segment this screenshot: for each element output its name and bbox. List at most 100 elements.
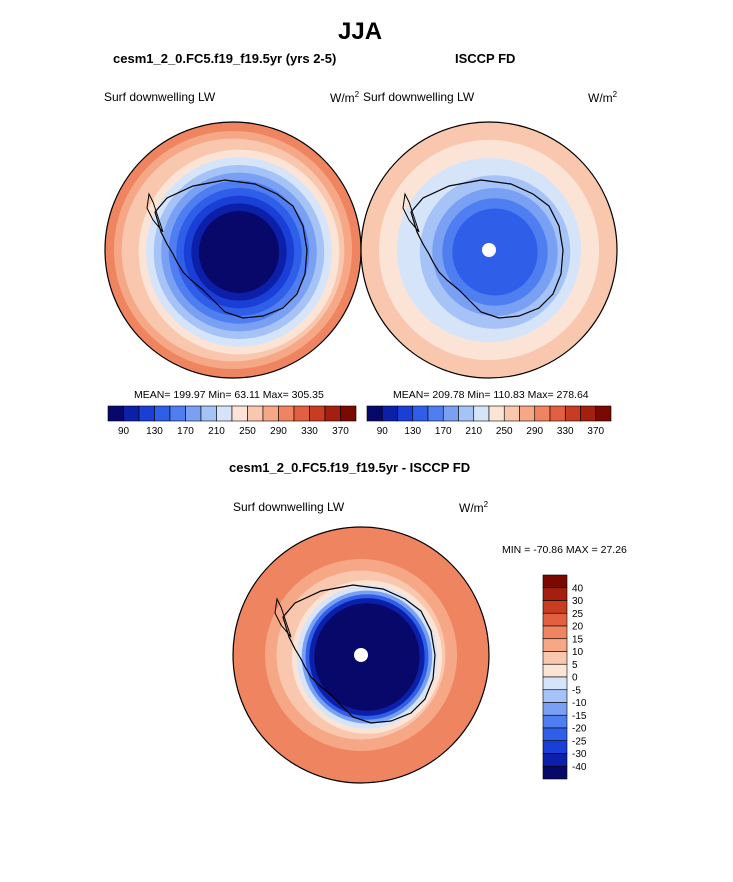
obs-map-border	[360, 121, 618, 379]
diff-colorbar-tick-label: 5	[572, 660, 578, 671]
diff-colorbar-box	[542, 765, 568, 780]
obs-colorbar-box	[534, 405, 551, 422]
obs-colorbar-box	[442, 405, 459, 422]
obs-colorbar-tick-label: 290	[526, 426, 543, 437]
diff-colorbar-box	[542, 651, 568, 665]
diff-colorbar-box	[542, 727, 568, 742]
obs-colorbar-box	[519, 405, 536, 422]
obs-colorbar-box	[580, 405, 597, 422]
diff-colorbar-tick-label: -25	[572, 736, 587, 747]
diff-colorbar-box	[542, 753, 568, 767]
model-colorbar-box	[216, 405, 233, 422]
model-colorbar-tick-label: 250	[239, 426, 256, 437]
diff-colorbar-box	[542, 574, 568, 589]
model-colorbar-tick-label: 370	[332, 426, 349, 437]
obs-colorbar-box	[397, 405, 414, 422]
obs-colorbar-box	[549, 405, 566, 422]
page-title: JJA	[338, 18, 383, 45]
model-colorbar-tick-label: 290	[270, 426, 287, 437]
model-colorbar-box	[340, 405, 357, 422]
obs-antarctica-outline	[410, 179, 564, 319]
model-colorbar-box	[169, 405, 186, 422]
obs-colorbar-box	[473, 405, 490, 422]
diff-colorbar-tick-label: -5	[572, 685, 581, 696]
diff-colorbar-tick-label: 30	[572, 596, 584, 607]
obs-colorbar-box	[366, 405, 383, 422]
diff-colorbar-tick-label: -10	[572, 698, 587, 709]
diff-map	[232, 526, 490, 784]
model-colorbar-tick-label: 130	[146, 426, 163, 437]
diff-antarctica-outline	[282, 584, 436, 724]
model-colorbar-box	[262, 405, 279, 422]
diff-colorbar-box	[542, 663, 568, 678]
model-colorbar-box	[278, 405, 295, 422]
obs-colorbar-box	[381, 405, 398, 422]
diff-map-border	[232, 526, 490, 784]
diff-colorbar-box	[542, 600, 568, 614]
model-colorbar-box	[107, 405, 124, 422]
diff-colorbar-box	[542, 638, 568, 652]
model-units-label: W/m2	[330, 90, 360, 105]
model-colorbar-box	[309, 405, 326, 422]
obs-stats: MEAN= 209.78 Min= 110.83 Max= 278.64	[393, 389, 589, 401]
diff-colorbar-tick-label: -30	[572, 749, 587, 760]
obs-pole-marker	[482, 243, 496, 257]
diff-colorbar-tick-label: -40	[572, 762, 587, 773]
model-colorbar-tick-label: 210	[208, 426, 225, 437]
obs-colorbar-box	[458, 405, 475, 422]
diff-stats: MIN = -70.86 MAX = 27.26	[502, 544, 627, 556]
obs-units-label: W/m2	[588, 90, 618, 105]
obs-colorbar-box	[412, 405, 429, 422]
model-colorbar-box	[293, 405, 310, 422]
diff-colorbar-box	[542, 714, 568, 729]
obs-colorbar-tick-label: 330	[557, 426, 574, 437]
model-colorbar-tick-label: 90	[118, 426, 130, 437]
diff-colorbar-box	[542, 625, 568, 640]
model-map	[104, 121, 362, 379]
model-colorbar-box	[324, 405, 341, 422]
diff-colorbar-tick-label: 40	[572, 583, 584, 594]
obs-peninsula-outline	[402, 192, 420, 233]
diff-colorbar-box	[542, 676, 568, 691]
obs-colorbar-box	[503, 405, 520, 422]
model-contour-70	[198, 211, 280, 293]
diff-colorbar-box	[542, 689, 568, 703]
diff-colorbar-box	[542, 740, 568, 754]
model-colorbar-box	[185, 405, 202, 422]
model-colorbar-tick-label: 170	[177, 426, 194, 437]
obs-colorbar-box	[595, 405, 612, 422]
diff-colorbar-box	[542, 702, 568, 716]
obs-colorbar-tick-label: 250	[496, 426, 513, 437]
diff-colorbar-box	[542, 587, 568, 601]
obs-colorbar-box	[564, 405, 581, 422]
obs-panel-title: ISCCP FD	[455, 51, 516, 66]
obs-map	[360, 121, 618, 379]
obs-colorbar-tick-label: 370	[587, 426, 604, 437]
model-colorbar-box	[154, 405, 171, 422]
model-antarctica-outline	[154, 179, 308, 319]
model-colorbar-box	[138, 405, 155, 422]
obs-colorbar-tick-label: 130	[404, 426, 421, 437]
diff-variable-label: Surf downwelling LW	[233, 500, 345, 514]
diff-colorbar-tick-label: 25	[572, 609, 584, 620]
diff-colorbar-tick-label: 20	[572, 622, 584, 633]
diff-colorbar-tick-label: 15	[572, 634, 584, 645]
model-variable-label: Surf downwelling LW	[104, 90, 216, 104]
obs-colorbar-box	[427, 405, 444, 422]
model-peninsula-outline	[146, 192, 164, 233]
diff-units-label: W/m2	[459, 500, 489, 515]
obs-colorbar-tick-label: 90	[377, 426, 389, 437]
diff-pole-marker	[354, 648, 368, 662]
obs-colorbar-tick-label: 210	[465, 426, 482, 437]
model-colorbar-tick-label: 330	[301, 426, 318, 437]
diff-panel-title: cesm1_2_0.FC5.f19_f19.5yr - ISCCP FD	[229, 460, 471, 475]
diff-colorbar-box	[542, 612, 568, 627]
model-colorbar-box	[231, 405, 248, 422]
diff-colorbar-tick-label: 0	[572, 673, 578, 684]
diff-colorbar-tick-label: -20	[572, 724, 587, 735]
model-stats: MEAN= 199.97 Min= 63.11 Max= 305.35	[134, 389, 324, 401]
model-colorbar-box	[247, 405, 264, 422]
obs-colorbar-box	[488, 405, 505, 422]
model-panel-title: cesm1_2_0.FC5.f19_f19.5yr (yrs 2-5)	[113, 51, 337, 66]
